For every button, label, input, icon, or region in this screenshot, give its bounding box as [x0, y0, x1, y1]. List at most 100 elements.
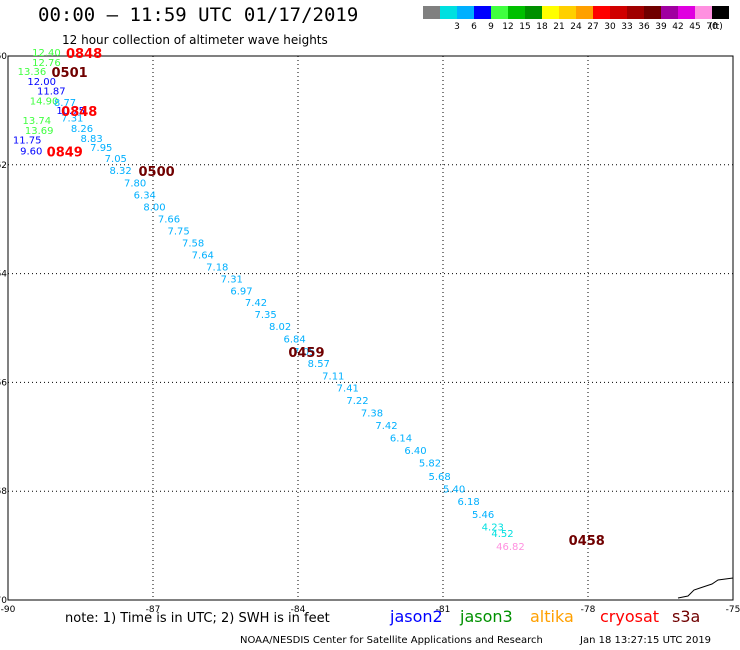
pass-time-label: 0501 [52, 66, 88, 81]
map-title: 00:00 – 11:59 UTC 01/17/2019 [38, 4, 359, 26]
legend-label: 39 [655, 22, 667, 32]
wave-height-label: 7.80 [124, 179, 146, 190]
legend-unit: (ft) [709, 22, 723, 32]
legend-swatch [525, 6, 542, 19]
wave-height-label: 8.83 [81, 134, 103, 145]
legend-swatch [576, 6, 593, 19]
legend-swatch [474, 6, 491, 19]
lon-tick-label: -75 [726, 605, 740, 615]
legend-label: 3 [454, 22, 460, 32]
wave-height-label: 7.11 [322, 372, 344, 383]
wave-height-label: 6.14 [390, 434, 412, 445]
map-subtitle: 12 hour collection of altimeter wave hei… [62, 33, 328, 47]
legend-swatch [593, 6, 610, 19]
wave-height-label: 6.40 [404, 446, 426, 457]
wave-height-label: 12.76 [32, 58, 61, 69]
wave-height-label: 7.95 [90, 143, 112, 154]
satellite-label: s3a [672, 607, 701, 626]
legend-swatch [678, 6, 695, 19]
legend-swatch [542, 6, 559, 19]
legend-label: 9 [488, 22, 494, 32]
wave-height-label: 6.84 [284, 335, 306, 346]
wave-height-label: 12.00 [27, 77, 56, 88]
pass-time-label: 0848 [61, 105, 97, 120]
wave-height-label: 6.34 [134, 191, 156, 202]
legend-swatch [508, 6, 525, 19]
legend-swatch [610, 6, 627, 19]
legend-swatch [644, 6, 661, 19]
wave-height-label: 13.74 [23, 116, 52, 127]
legend-swatch [712, 6, 729, 19]
wave-height-label: 7.64 [192, 250, 214, 261]
legend-label: 6 [471, 22, 477, 32]
pass-time-label: 0500 [139, 165, 175, 180]
lon-tick-label: -90 [1, 605, 16, 615]
coastline [677, 577, 734, 599]
lat-tick-label: -60 [0, 52, 7, 62]
pass-time-label: 0849 [47, 145, 83, 160]
legend-swatch [559, 6, 576, 19]
legend-label: 27 [587, 22, 599, 32]
wave-height-label: 8.57 [308, 359, 330, 370]
wave-height-label: 11.87 [37, 87, 66, 98]
wave-height-label: 46.82 [496, 542, 525, 553]
wave-height-label: 7.35 [255, 310, 277, 321]
note-text: note: 1) Time is in UTC; 2) SWH is in fe… [65, 611, 330, 626]
legend-swatch [661, 6, 678, 19]
wave-height-label: 8.00 [143, 202, 165, 213]
wave-height-label: 6.97 [230, 286, 252, 297]
wave-height-label: 7.41 [337, 384, 359, 395]
legend-swatch [457, 6, 474, 19]
wave-height-label: 5.82 [419, 459, 441, 470]
wave-height-label: 13.69 [25, 126, 54, 137]
wave-height-label: 7.18 [206, 262, 228, 273]
wave-height-label: 6.18 [458, 497, 480, 508]
legend-label: 30 [604, 22, 616, 32]
wave-height-label: 8.32 [110, 166, 132, 177]
satellite-label: cryosat [600, 607, 660, 626]
wave-height-label: 7.42 [245, 298, 267, 309]
lat-tick-label: -70 [0, 596, 7, 606]
lon-tick-label: -84 [291, 605, 306, 615]
wave-height-label: 7.31 [61, 113, 83, 124]
lon-tick-label: -81 [436, 605, 451, 615]
wave-height-label: 7.66 [158, 214, 180, 225]
wave-height-label: 12.40 [32, 48, 61, 59]
wave-height-label: 7.42 [375, 421, 397, 432]
lon-tick-label: -87 [146, 605, 161, 615]
legend-label: 36 [638, 22, 650, 32]
wave-height-label: 7.75 [168, 226, 190, 237]
legend-swatch [491, 6, 508, 19]
footer-timestamp: Jan 18 13:27:15 UTC 2019 [580, 635, 712, 646]
wave-height-label: 10.75 [56, 106, 85, 117]
wave-height-label: 5.46 [472, 510, 494, 521]
wave-height-label: 8.02 [269, 322, 291, 333]
wave-height-label: 4.23 [482, 522, 504, 533]
satellite-label: altika [530, 607, 574, 626]
wave-height-label: 8.77 [54, 98, 76, 109]
wave-height-label: 7.05 [105, 154, 127, 165]
legend-label: 24 [570, 22, 582, 32]
wave-height-label: 7.58 [182, 238, 204, 249]
pass-time-label: 0458 [569, 534, 605, 549]
pass-time-label: 0848 [66, 47, 102, 62]
wave-height-label: 5.68 [429, 472, 451, 483]
wave-height-label: 14.90 [30, 96, 59, 107]
footer-credit: NOAA/NESDIS Center for Satellite Applica… [240, 635, 543, 646]
satellite-label: jason3 [460, 607, 513, 626]
map-frame [7, 55, 734, 601]
wave-height-label: 5.40 [443, 484, 465, 495]
legend-label: 42 [672, 22, 684, 32]
legend-swatch [423, 6, 440, 19]
wave-height-label: 7.05 [293, 347, 315, 358]
wave-height-label: 7.31 [221, 274, 243, 285]
wave-height-label: 8.26 [71, 124, 93, 135]
lon-tick-label: -78 [581, 605, 596, 615]
satellite-label: jason2 [390, 607, 443, 626]
lat-tick-label: -62 [0, 161, 7, 171]
wave-height-label: 7.38 [361, 409, 383, 420]
wave-height-label: 4.52 [491, 529, 513, 540]
wave-height-label: 7.22 [346, 396, 368, 407]
legend-label: 33 [621, 22, 633, 32]
legend-swatch [627, 6, 644, 19]
